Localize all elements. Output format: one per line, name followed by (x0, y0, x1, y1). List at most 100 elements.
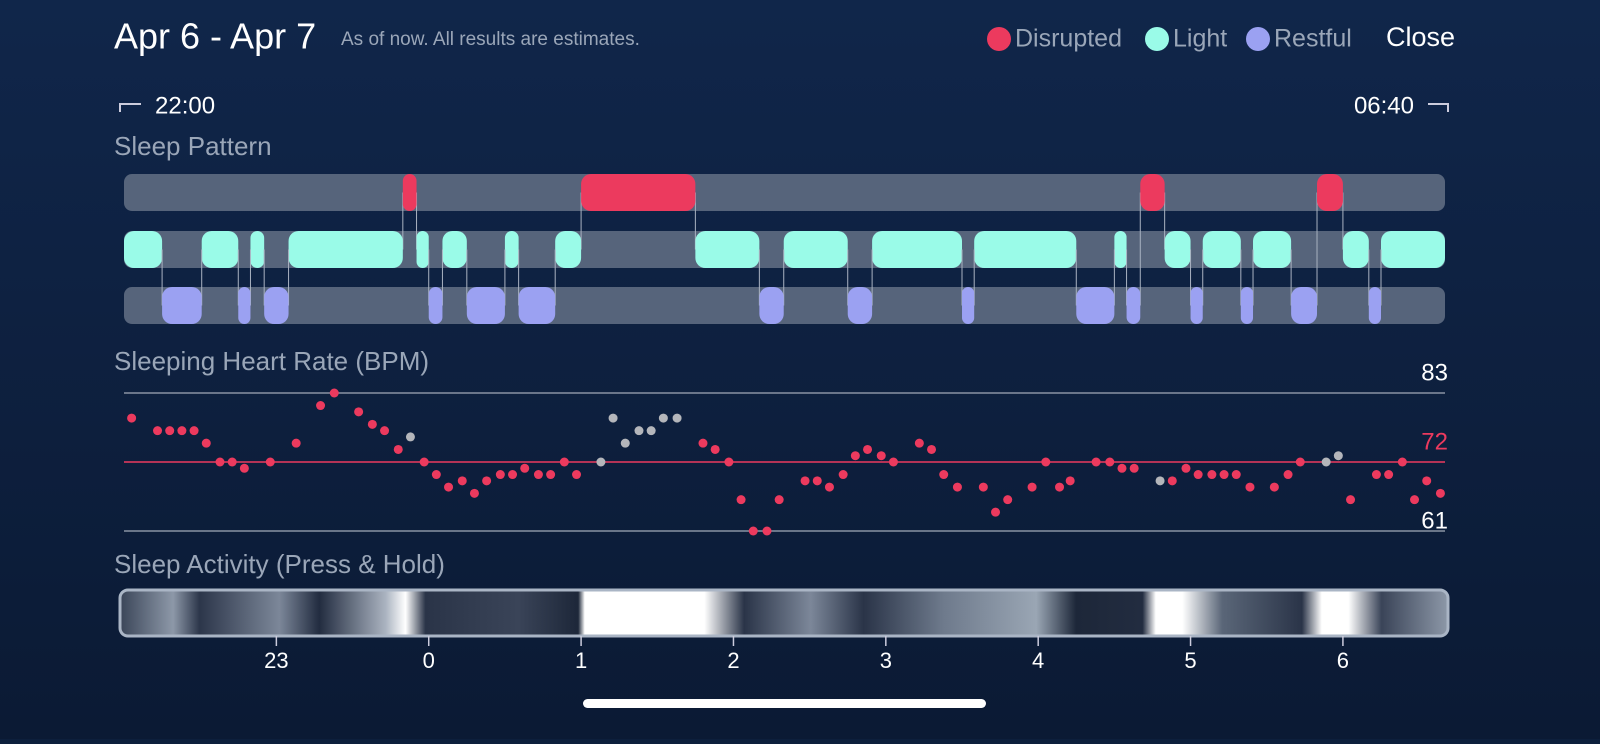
heart-rate-dot (1003, 495, 1013, 505)
heart-rate-dot (838, 470, 848, 480)
heart-rate-dot (1371, 470, 1381, 480)
heart-rate-dot (546, 470, 556, 480)
heart-rate-dot (1384, 470, 1394, 480)
pattern-segment (201, 231, 239, 268)
pattern-segment (518, 287, 556, 324)
heart-rate-dot (1041, 457, 1051, 467)
pattern-segment (1202, 231, 1241, 268)
heart-rate-dot (762, 526, 772, 536)
heart-rate-dot (824, 482, 834, 492)
pattern-segment (504, 231, 519, 268)
pattern-segment (1164, 231, 1191, 268)
section-title: Sleep Activity (Press & Hold) (114, 549, 445, 579)
legend-label: Restful (1274, 25, 1352, 53)
close-button[interactable]: Close (1386, 22, 1455, 52)
heart-rate-dot (724, 457, 734, 467)
pattern-segment (124, 231, 163, 268)
heart-rate-dot (265, 457, 275, 467)
heart-rate-dot (608, 413, 618, 423)
range-bracket (1428, 103, 1449, 112)
x-tick-label: 4 (1032, 648, 1044, 673)
heart-rate-dot (431, 470, 441, 480)
heart-rate-dot (748, 526, 758, 536)
range-bracket (119, 103, 141, 112)
end-time: 06:40 (1354, 92, 1414, 119)
pattern-segment (1342, 231, 1369, 268)
y-tick-label: 61 (1421, 507, 1448, 534)
heart-rate-dot (939, 470, 949, 480)
heart-rate-dot (646, 426, 656, 436)
heart-rate-dot (863, 444, 873, 454)
title: Apr 6 - Apr 7 (114, 16, 316, 57)
pattern-segment (555, 231, 582, 268)
pattern-segment (847, 287, 873, 324)
legend-swatch (1246, 27, 1270, 51)
heart-rate-dot (1422, 476, 1432, 486)
heart-rate-dot (380, 426, 390, 436)
heart-rate-dot (672, 413, 682, 423)
heart-rate-dot (520, 463, 530, 473)
section-title: Sleeping Heart Rate (BPM) (114, 346, 429, 376)
pattern-segment (1140, 174, 1165, 211)
heart-rate-dot (850, 451, 860, 461)
pattern-segment (1381, 231, 1445, 268)
pattern-track (124, 174, 1445, 211)
heart-rate-dot (444, 482, 454, 492)
pattern-segment (162, 287, 202, 324)
section-title: Sleep Pattern (114, 131, 272, 161)
heart-rate-dot (876, 451, 886, 461)
subtitle: As of now. All results are estimates. (341, 29, 640, 50)
heart-rate-dot (1207, 470, 1217, 480)
heart-rate-dot (914, 438, 924, 448)
heart-rate-dot (1410, 495, 1420, 505)
heart-rate-dot (1295, 457, 1305, 467)
heart-rate-dot (952, 482, 962, 492)
activity-bar[interactable] (118, 588, 1450, 638)
legend-label: Disrupted (1015, 25, 1122, 53)
pattern-segment (250, 231, 265, 268)
heart-rate-dot (1091, 457, 1101, 467)
x-tick-label: 2 (727, 648, 739, 673)
pattern-segment (974, 231, 1077, 268)
heart-rate-dot (978, 482, 988, 492)
heart-rate-dot (927, 444, 937, 454)
heart-rate-dot (329, 388, 339, 398)
heart-rate-dot (405, 432, 415, 442)
heart-rate-dot (508, 470, 518, 480)
heart-rate-dot (1055, 482, 1065, 492)
pattern-segment (1114, 231, 1127, 268)
heart-rate-dot (153, 426, 163, 436)
heart-rate-dot (888, 457, 898, 467)
pattern-segment (466, 287, 505, 324)
heart-rate-dot (1065, 476, 1075, 486)
pattern-segment (1190, 287, 1203, 324)
heart-rate-dot (239, 463, 249, 473)
heart-rate-dot (1321, 457, 1331, 467)
home-indicator (583, 699, 986, 708)
pattern-segment (264, 287, 289, 324)
pattern-segment (962, 287, 975, 324)
x-tick-label: 3 (880, 648, 892, 673)
heart-rate-dot (596, 457, 606, 467)
heart-rate-dot (658, 413, 668, 423)
heart-rate-dot (227, 457, 237, 467)
pattern-segment (872, 231, 963, 268)
heart-rate-dot (1027, 482, 1037, 492)
pattern-segment (581, 174, 696, 211)
heart-rate-dot (710, 444, 720, 454)
heart-rate-dot (1155, 476, 1165, 486)
pattern-segment (1253, 231, 1292, 268)
pattern-segment (759, 287, 784, 324)
start-time: 22:00 (155, 92, 215, 119)
pattern-segment (695, 231, 760, 268)
heart-rate-dot (1435, 488, 1445, 498)
heart-rate-dot (215, 457, 225, 467)
pattern-segment (238, 287, 251, 324)
heart-rate-dot (533, 470, 543, 480)
heart-rate-dot (354, 407, 364, 417)
x-tick-label: 0 (423, 648, 435, 673)
heart-rate-dot (1333, 451, 1343, 461)
heart-rate-dot (634, 426, 644, 436)
pattern-segment (1076, 287, 1115, 324)
